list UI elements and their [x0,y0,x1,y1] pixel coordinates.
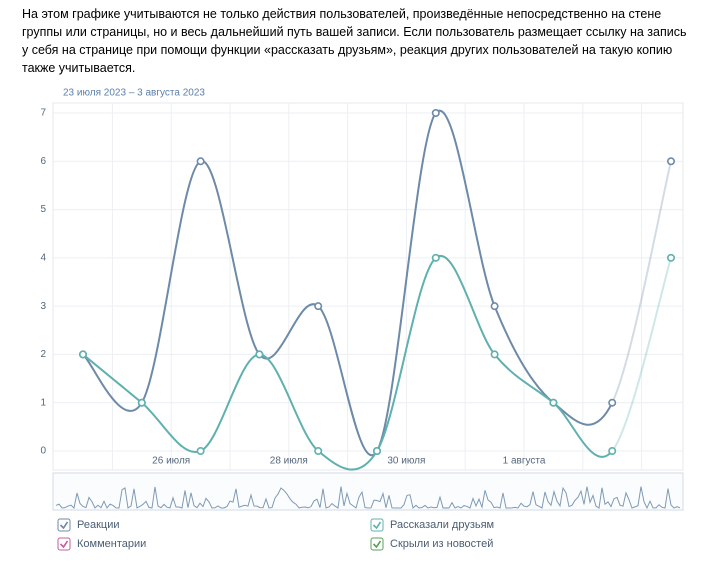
x-tick-label: 26 июля [152,456,190,467]
legend-item[interactable]: Рассказали друзьям [370,518,494,532]
navigator-line [55,486,681,510]
x-tick-label: 28 июля [270,456,308,467]
point [490,350,499,359]
legend-checkbox [57,518,71,532]
x-tick-label: 1 августа [503,456,546,467]
y-tick-label: 6 [40,156,46,167]
y-tick-label: 5 [40,204,46,215]
point [79,350,88,359]
series-line-partial [611,161,672,404]
y-tick-label: 7 [40,108,46,119]
point [431,253,440,262]
point [314,446,323,455]
legend-label: Рассказали друзьям [390,519,494,531]
legend-check [372,540,382,549]
legend-item[interactable]: Реакции [57,518,120,532]
legend-label: Комментарии [77,538,146,550]
point [608,398,617,407]
point [666,253,675,262]
point [314,302,323,311]
point [372,446,381,455]
series-line-partial [611,257,672,452]
y-tick-label: 4 [40,252,46,263]
point [431,109,440,118]
legend-checkbox [370,518,384,532]
point [196,446,205,455]
y-tick-label: 2 [40,349,46,360]
point [255,350,264,359]
legend-label: Скрыли из новостей [390,538,493,550]
legend-checkbox [57,537,71,551]
legend-check [59,540,69,549]
y-tick-label: 0 [40,446,46,457]
legend-item[interactable]: Скрыли из новостей [370,537,493,551]
legend-check [59,521,69,530]
date-range: 23 июля 2023 – 3 августа 2023 [63,88,205,99]
y-tick-label: 1 [40,397,46,408]
legend-check [372,521,382,530]
legend-item[interactable]: Комментарии [57,537,146,551]
y-tick-label: 3 [40,301,46,312]
point [608,446,617,455]
point [666,157,675,166]
legend-label: Реакции [77,519,120,531]
series-line [82,254,613,471]
x-tick-label: 30 июля [387,456,425,467]
point [196,157,205,166]
point [490,302,499,311]
point [549,398,558,407]
legend-checkbox [370,537,384,551]
point [137,398,146,407]
intro-text: На этом графике учитываются не только де… [22,7,687,75]
plot-frame [52,102,684,471]
